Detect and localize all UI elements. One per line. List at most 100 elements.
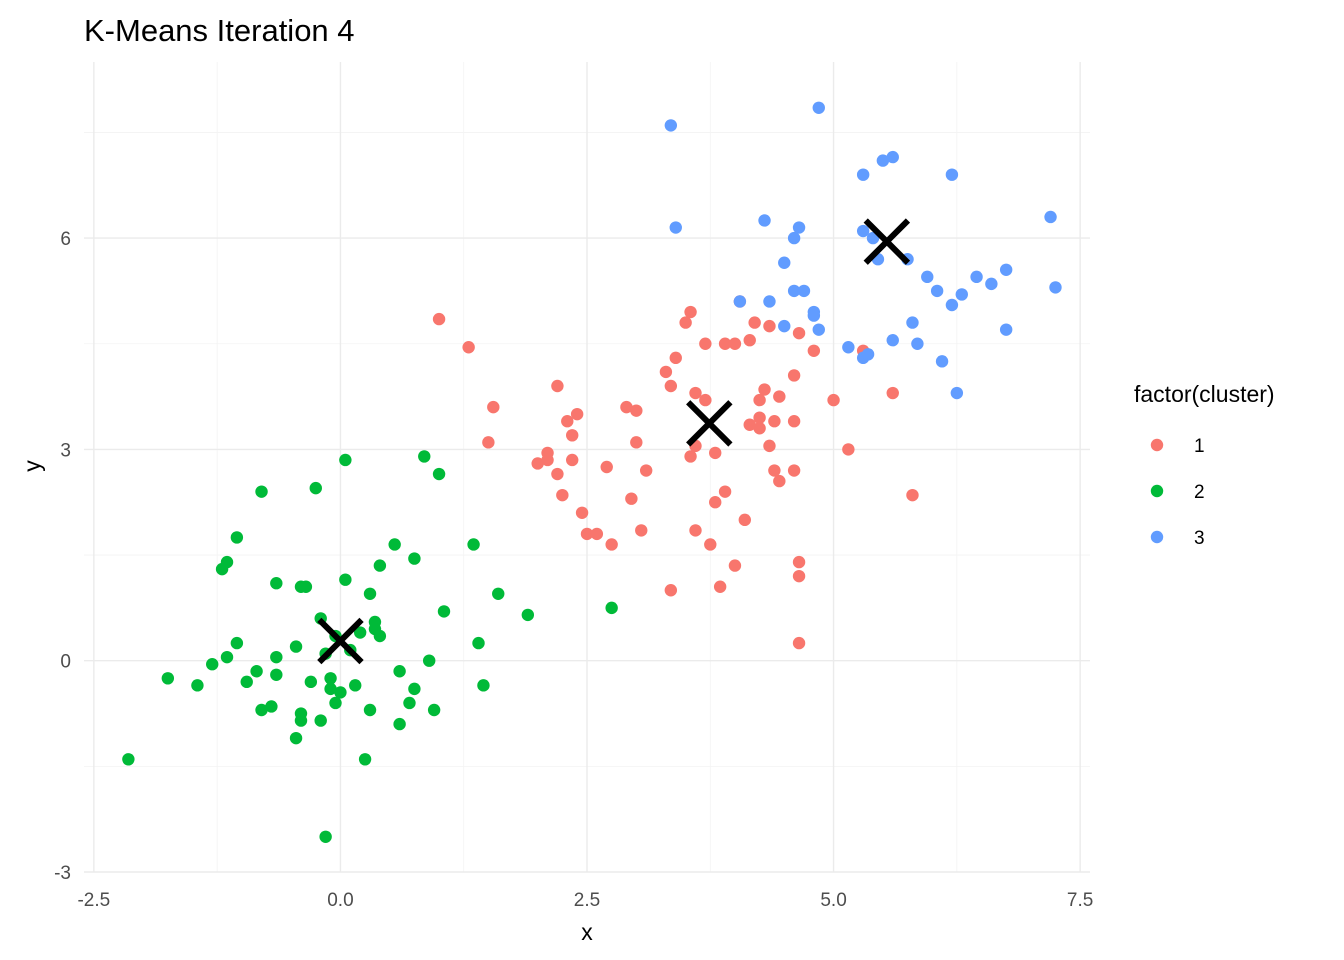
legend-key-3 xyxy=(1150,530,1164,544)
cluster-2-point xyxy=(122,753,135,766)
cluster-2-point xyxy=(299,580,313,593)
cluster-1-point xyxy=(664,379,678,393)
cluster-1-point xyxy=(842,443,855,456)
cluster-1-point xyxy=(689,524,702,537)
cluster-1-point xyxy=(630,404,643,417)
cluster-2-point xyxy=(437,605,451,618)
grid xyxy=(84,62,1090,873)
cluster-1-point xyxy=(487,400,500,414)
cluster-3-point xyxy=(778,319,791,333)
cluster-3-point xyxy=(797,284,811,298)
cluster-1-point xyxy=(432,312,446,326)
cluster-1-point xyxy=(709,446,722,460)
data-points xyxy=(122,101,1062,843)
cluster-1-point xyxy=(728,337,742,350)
cluster-2-point xyxy=(270,577,283,590)
cluster-1-point xyxy=(590,527,604,541)
cluster-3-point xyxy=(763,295,776,308)
cluster-3-point xyxy=(985,277,998,291)
cluster-1-point xyxy=(620,400,633,414)
cluster-3-point xyxy=(664,119,678,132)
cluster-1-point xyxy=(753,393,766,407)
cluster-3-point xyxy=(758,214,771,227)
cluster-1-point xyxy=(575,506,589,519)
cluster-1-point xyxy=(630,436,643,449)
cluster-1-point xyxy=(718,337,732,350)
cluster-2-point xyxy=(353,626,367,639)
cluster-1-point xyxy=(639,464,653,477)
x-tick-label: 7.5 xyxy=(1067,890,1093,911)
cluster-1-point xyxy=(689,386,702,400)
cluster-2-point xyxy=(314,714,327,727)
cluster-2-point xyxy=(472,636,485,650)
cluster-1-point xyxy=(551,467,564,481)
legend-label-3: 3 xyxy=(1194,528,1205,549)
cluster-3-point xyxy=(999,323,1013,336)
cluster-1-point xyxy=(718,485,732,498)
cluster-3-point xyxy=(955,288,968,301)
cluster-2-point xyxy=(289,640,303,653)
cluster-2-point xyxy=(206,658,219,671)
cluster-3-point xyxy=(876,154,890,167)
cluster-2-point xyxy=(427,703,441,717)
y-tick-label: 6 xyxy=(60,229,71,250)
cluster-1-point xyxy=(886,386,899,400)
cluster-3-point xyxy=(787,231,801,245)
cluster-1-point xyxy=(482,436,495,449)
cluster-2-point xyxy=(324,682,337,696)
cluster-2-point xyxy=(220,650,234,664)
cluster-2-point xyxy=(304,675,318,689)
cluster-2-point xyxy=(422,654,436,667)
centroid-marker xyxy=(686,400,733,447)
x-tick-label: 2.5 xyxy=(574,890,600,911)
cluster-2-point xyxy=(605,601,618,615)
cluster-1-point xyxy=(787,369,801,382)
cluster-2-point xyxy=(191,679,204,692)
y-tick-label: 3 xyxy=(60,440,71,461)
cluster-3-point xyxy=(1049,281,1062,294)
cluster-2-point xyxy=(240,675,253,689)
cluster-2-point xyxy=(393,665,406,678)
cluster-2-point xyxy=(270,668,283,681)
legend-title: factor(cluster) xyxy=(1134,381,1275,407)
cluster-2-point xyxy=(363,703,377,717)
cluster-1-point xyxy=(792,555,806,569)
cluster-1-point xyxy=(906,488,919,502)
cluster-2-point xyxy=(477,679,490,692)
cluster-2-point xyxy=(403,696,416,710)
cluster-1-point xyxy=(792,326,806,340)
cluster-2-point xyxy=(255,485,268,498)
cluster-1-point xyxy=(659,365,673,379)
cluster-1-point xyxy=(566,453,579,467)
cluster-2-point xyxy=(373,559,387,572)
cluster-2-point xyxy=(250,665,263,678)
cluster-3-point xyxy=(945,168,959,181)
centroid-marker xyxy=(863,218,911,265)
y-tick-label: 0 xyxy=(60,652,71,673)
cluster-2-point xyxy=(388,538,401,551)
cluster-1-point xyxy=(699,337,712,350)
cluster-2-point xyxy=(161,672,175,685)
cluster-2-point xyxy=(339,573,352,586)
cluster-1-point xyxy=(605,538,618,551)
cluster-2-point xyxy=(432,467,446,481)
cluster-3-point xyxy=(856,168,870,181)
cluster-1-point xyxy=(753,411,766,424)
legend-label-2: 2 xyxy=(1194,482,1205,503)
x-tick-label: 5.0 xyxy=(820,890,846,911)
cluster-1-point xyxy=(625,492,638,505)
cluster-3-point xyxy=(812,323,825,336)
cluster-1-point xyxy=(768,464,781,477)
cluster-1-point xyxy=(787,464,801,477)
y-axis-ticks: -3 0 3 6 xyxy=(54,229,71,884)
cluster-3-point xyxy=(1044,210,1057,224)
cluster-2-point xyxy=(358,753,372,766)
cluster-3-point xyxy=(906,316,919,329)
cluster-3-point xyxy=(945,298,959,312)
cluster-1-point xyxy=(669,351,682,365)
cluster-1-point xyxy=(768,415,781,428)
cluster-3-point xyxy=(950,386,964,400)
x-axis-label: x xyxy=(581,919,593,945)
cluster-1-point xyxy=(556,488,569,502)
